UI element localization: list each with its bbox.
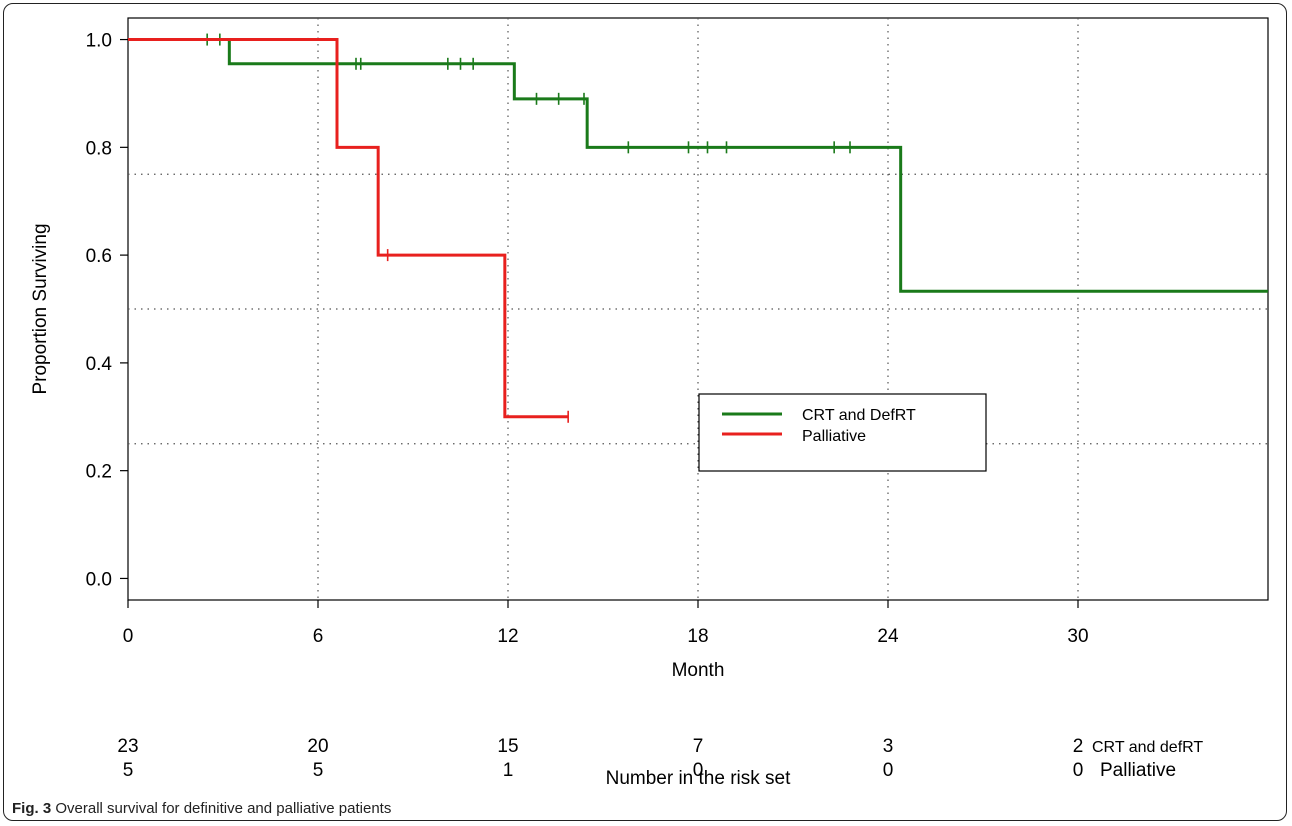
y-axis-title: Proportion Surviving xyxy=(30,223,51,394)
x-tick-label: 24 xyxy=(877,626,899,647)
risk-count: 1 xyxy=(503,760,514,781)
x-tick-label: 12 xyxy=(497,626,518,647)
legend-label-crt: CRT and DefRT xyxy=(802,407,916,424)
risk-count: 7 xyxy=(693,736,704,757)
axes: 0.0 0.2 0.4 0.6 0.8 1.0 0 6 12 18 24 30 xyxy=(86,31,1089,647)
series-lines xyxy=(128,33,1268,423)
x-tick-label: 30 xyxy=(1067,626,1088,647)
figure-frame xyxy=(3,3,1287,821)
risk-count: 5 xyxy=(123,760,134,781)
x-axis-title: Month xyxy=(672,660,725,681)
figure-caption-label: Fig. 3 xyxy=(12,800,52,817)
legend: CRT and DefRT Palliative xyxy=(698,393,987,472)
grid-lines xyxy=(128,18,1268,600)
y-tick-label: 0.8 xyxy=(86,138,112,159)
y-tick-label: 0.6 xyxy=(86,246,112,267)
risk-count: 0 xyxy=(883,760,894,781)
y-tick-label: 0.4 xyxy=(86,354,113,375)
risk-table-title: Number in the risk set xyxy=(606,768,792,789)
x-tick-label: 0 xyxy=(123,626,134,647)
figure-caption: Fig. 3 Overall survival for definitive a… xyxy=(12,800,391,817)
risk-table: 23 20 15 7 3 2 5 5 1 0 0 0 xyxy=(117,736,1083,781)
risk-count: 3 xyxy=(883,736,894,757)
risk-row-label-crt: CRT and defRT xyxy=(1092,739,1203,756)
x-tick-label: 18 xyxy=(687,626,708,647)
risk-count: 15 xyxy=(497,736,518,757)
risk-count: 2 xyxy=(1073,736,1084,757)
series-line-palliative xyxy=(128,38,569,419)
legend-label-palliative: Palliative xyxy=(802,428,866,445)
series-line-crt xyxy=(128,38,1268,293)
risk-count: 0 xyxy=(693,760,704,781)
y-tick-label: 0.2 xyxy=(86,462,112,483)
y-tick-label: 1.0 xyxy=(86,31,112,52)
figure-caption-text: Overall survival for definitive and pall… xyxy=(55,800,392,817)
risk-count: 23 xyxy=(117,736,138,757)
risk-count: 20 xyxy=(307,736,328,757)
x-tick-label: 6 xyxy=(313,626,324,647)
risk-row-label-palliative: Palliative xyxy=(1100,760,1176,781)
y-tick-label: 0.0 xyxy=(86,569,112,590)
risk-count: 5 xyxy=(313,760,324,781)
risk-count: 0 xyxy=(1073,760,1084,781)
